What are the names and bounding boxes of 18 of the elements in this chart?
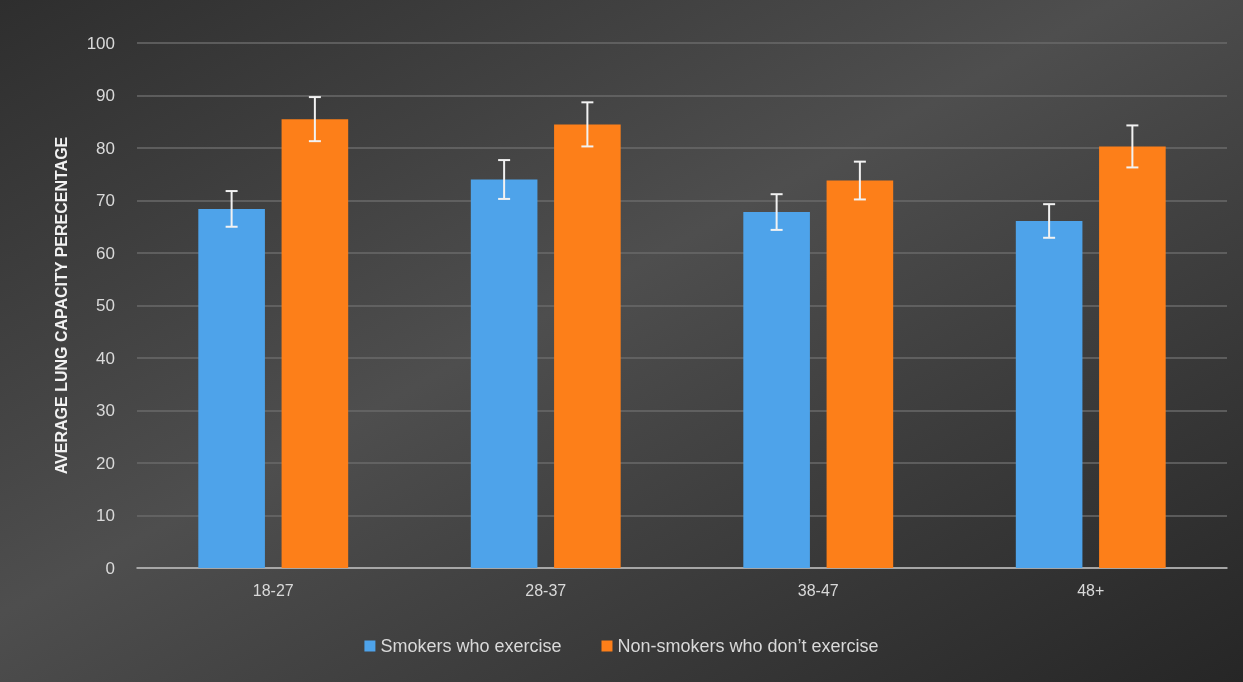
y-tick-label: 30 [96, 401, 115, 420]
x-tick-label: 28-37 [525, 581, 567, 599]
legend-label: Smokers who exercise [380, 636, 562, 656]
y-tick-label: 0 [105, 558, 115, 578]
y-tick-label: 10 [96, 506, 115, 525]
y-tick-label: 80 [96, 138, 115, 158]
y-axis-title: AVERAGE LUNG CAPACITY PERECENTAGE [52, 136, 70, 475]
y-tick-label: 90 [96, 86, 115, 105]
y-tick-label: 100 [86, 33, 115, 53]
y-tick-label: 20 [96, 453, 115, 473]
y-tick-label: 50 [96, 296, 115, 315]
y-tick-label: 70 [96, 191, 115, 210]
y-tick-label: 40 [96, 348, 115, 368]
y-tick-label: 60 [96, 243, 115, 263]
x-tick-label: 48+ [1077, 581, 1105, 599]
x-tick-label: 18-27 [252, 581, 294, 599]
legend-label: Non-smokers who don’t exercise [617, 636, 879, 656]
x-tick-label: 38-47 [797, 581, 839, 599]
